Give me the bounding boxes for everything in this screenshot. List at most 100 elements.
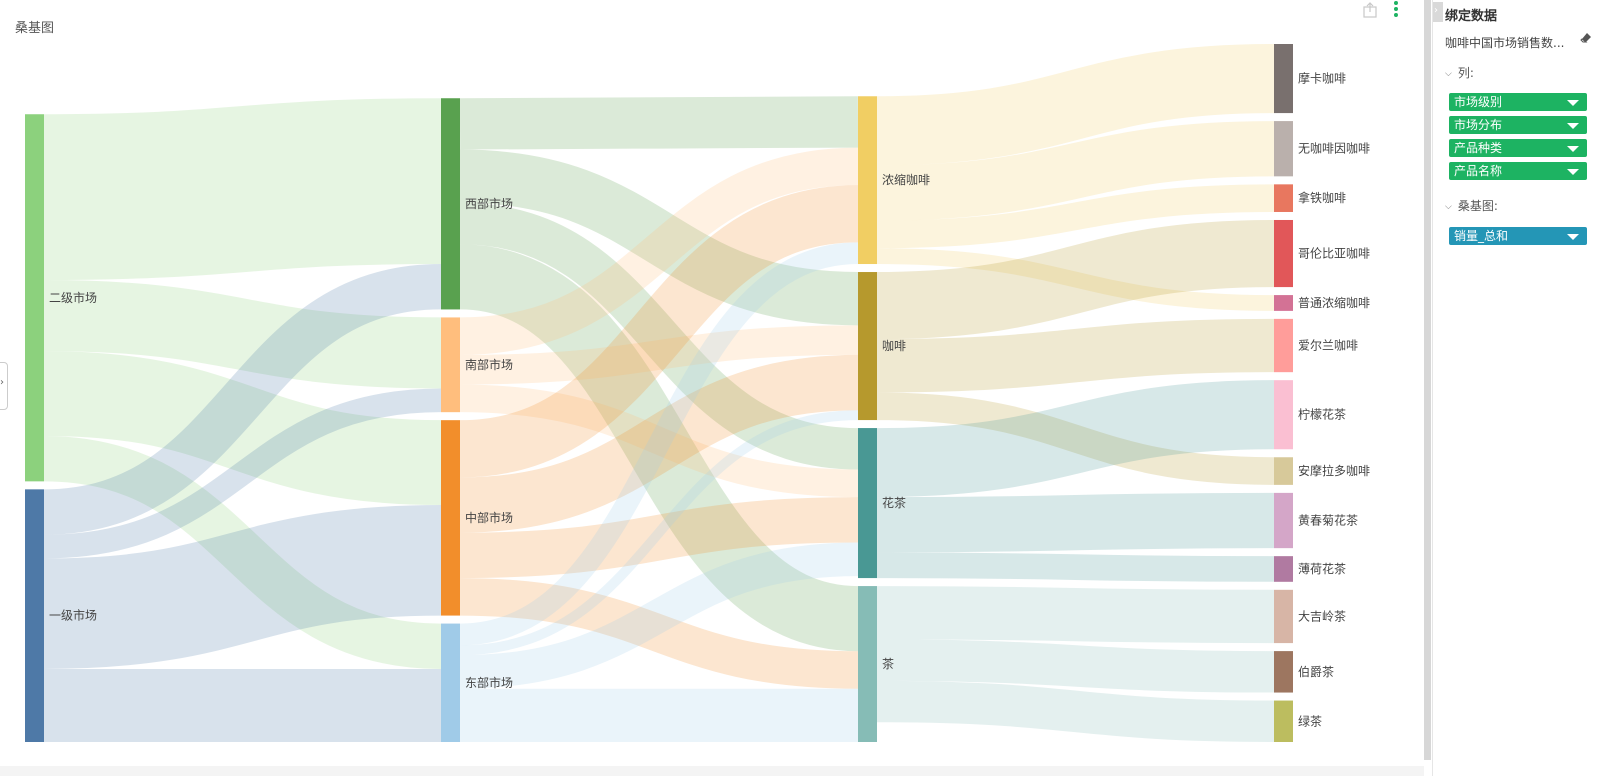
dropdown-caret-icon[interactable] [1567, 100, 1579, 106]
sankey-node-label: 哥伦比亚咖啡 [1298, 246, 1370, 261]
sankey-link[interactable] [459, 542, 859, 689]
sankey-link[interactable] [876, 552, 1275, 582]
sankey-link[interactable] [876, 586, 1275, 644]
horizontal-scrollbar[interactable] [0, 766, 1424, 776]
sankey-node-label: 黄春菊花茶 [1298, 513, 1358, 528]
dataset-name[interactable]: 咖啡中国市场销售数... [1445, 36, 1565, 50]
column-field-label: 市场级别 [1454, 95, 1503, 109]
sankey-link[interactable] [43, 388, 442, 559]
sankey-link[interactable] [43, 98, 442, 281]
sankey-link[interactable] [876, 318, 1275, 393]
sankey-link[interactable] [459, 354, 859, 533]
dropdown-caret-icon[interactable] [1567, 123, 1579, 129]
chart-area: 桑基图 二级市场 一级市场 西部市场 南部市场 中部市场 东部市场 浓缩咖啡 咖啡 花茶茶 摩卡咖… [0, 0, 1431, 776]
sankey-node-label: 绿茶 [1298, 713, 1322, 728]
sankey-node[interactable] [1274, 184, 1293, 212]
sankey-node-label: 拿铁咖啡 [1298, 190, 1346, 205]
sankey-node-label: 柠檬花茶 [1298, 407, 1346, 422]
sankey-node[interactable] [1274, 318, 1293, 373]
sankey-link[interactable] [876, 639, 1275, 693]
sankey-node[interactable] [441, 420, 460, 616]
export-icon[interactable] [1362, 2, 1378, 18]
value-field-pill[interactable]: 销量_总和 [1449, 227, 1587, 245]
sankey-section-header[interactable]: ⌵ 桑基图: [1445, 197, 1498, 214]
chevron-down-icon: ⌵ [1445, 202, 1452, 212]
sankey-link[interactable] [43, 264, 442, 535]
sankey-node-label: 普通浓缩咖啡 [1298, 295, 1370, 310]
sankey-node-label: 安摩拉多咖啡 [1298, 463, 1370, 478]
sankey-link[interactable] [43, 505, 442, 669]
left-panel-collapse-handle[interactable]: › [0, 362, 8, 410]
sankey-link[interactable] [459, 410, 859, 656]
sankey-node[interactable] [1274, 492, 1293, 549]
column-field-pill[interactable]: 市场分布 [1449, 116, 1587, 134]
sankey-node[interactable] [858, 428, 877, 579]
sankey-node-label: 咖啡 [882, 338, 906, 353]
sankey-node-label: 南部市场 [465, 357, 513, 372]
sankey-node[interactable] [441, 98, 460, 310]
sankey-node[interactable] [1274, 219, 1293, 288]
vertical-scrollbar[interactable] [1424, 0, 1431, 760]
columns-label: 列: [1457, 66, 1474, 80]
dropdown-caret-icon[interactable] [1567, 169, 1579, 175]
sankey-node[interactable] [1274, 589, 1293, 644]
sankey-node-label: 摩卡咖啡 [1298, 71, 1346, 86]
sankey-link[interactable] [458, 244, 860, 652]
sankey-link[interactable] [459, 149, 859, 326]
bind-data-panel: › 绑定数据 咖啡中国市场销售数... ⌵ 列: 市场级别 市场分布 产品种类 产… [1432, 0, 1604, 776]
column-field-label: 市场分布 [1454, 118, 1503, 132]
sankey-link[interactable] [459, 325, 859, 385]
dropdown-caret-icon[interactable] [1567, 234, 1579, 240]
sankey-link[interactable] [876, 219, 1275, 340]
sankey-link[interactable] [876, 392, 1275, 485]
sankey-node[interactable] [1274, 651, 1293, 693]
columns-section-header[interactable]: ⌵ 列: [1445, 64, 1474, 81]
sankey-node[interactable] [1274, 556, 1293, 582]
sankey-link[interactable] [876, 121, 1275, 221]
sankey-link[interactable] [459, 96, 859, 150]
sankey-node[interactable] [25, 489, 44, 742]
sankey-link[interactable] [459, 202, 859, 470]
sankey-nodes [25, 44, 1293, 742]
sankey-link[interactable] [876, 492, 1275, 553]
sankey-node[interactable] [1274, 380, 1293, 450]
sankey-link[interactable] [43, 280, 442, 389]
more-options-icon[interactable] [1390, 0, 1402, 20]
sankey-node[interactable] [1274, 295, 1293, 311]
sankey-node[interactable] [858, 272, 877, 421]
column-field-pill[interactable]: 产品名称 [1449, 162, 1587, 180]
sankey-link[interactable] [876, 248, 1275, 311]
panel-collapse-toggle[interactable]: › [1433, 2, 1443, 22]
panel-title: 绑定数据 [1445, 9, 1498, 24]
dropdown-caret-icon[interactable] [1567, 146, 1579, 152]
sankey-label: 桑基图: [1457, 199, 1498, 213]
sankey-link[interactable] [876, 44, 1275, 166]
sankey-link[interactable] [876, 380, 1275, 498]
eraser-icon[interactable] [1579, 30, 1593, 44]
sankey-link[interactable] [459, 242, 859, 646]
sankey-node[interactable] [858, 586, 877, 742]
chevron-right-icon: › [1434, 5, 1438, 16]
column-field-pill[interactable]: 产品种类 [1449, 139, 1587, 157]
sankey-links [43, 44, 1275, 742]
sankey-node[interactable] [25, 114, 44, 482]
sankey-node-label: 无咖啡因咖啡 [1298, 141, 1370, 156]
sankey-node[interactable] [1274, 700, 1293, 742]
sankey-link[interactable] [459, 147, 859, 355]
sankey-link[interactable] [459, 185, 859, 478]
column-field-pill[interactable]: 市场级别 [1449, 93, 1587, 111]
sankey-link[interactable] [876, 184, 1275, 249]
sankey-node[interactable] [441, 317, 460, 413]
sankey-node[interactable] [1274, 44, 1293, 114]
sankey-node[interactable] [1274, 121, 1293, 177]
sankey-link[interactable] [459, 578, 859, 689]
sankey-node[interactable] [441, 623, 460, 742]
sankey-link[interactable] [876, 680, 1275, 742]
sankey-link[interactable] [43, 351, 442, 506]
sankey-node[interactable] [1274, 457, 1293, 485]
sankey-node-label: 一级市场 [49, 608, 97, 623]
sankey-node[interactable] [858, 96, 877, 265]
sankey-link[interactable] [43, 435, 442, 669]
sankey-link[interactable] [459, 384, 859, 498]
sankey-link[interactable] [459, 497, 859, 579]
